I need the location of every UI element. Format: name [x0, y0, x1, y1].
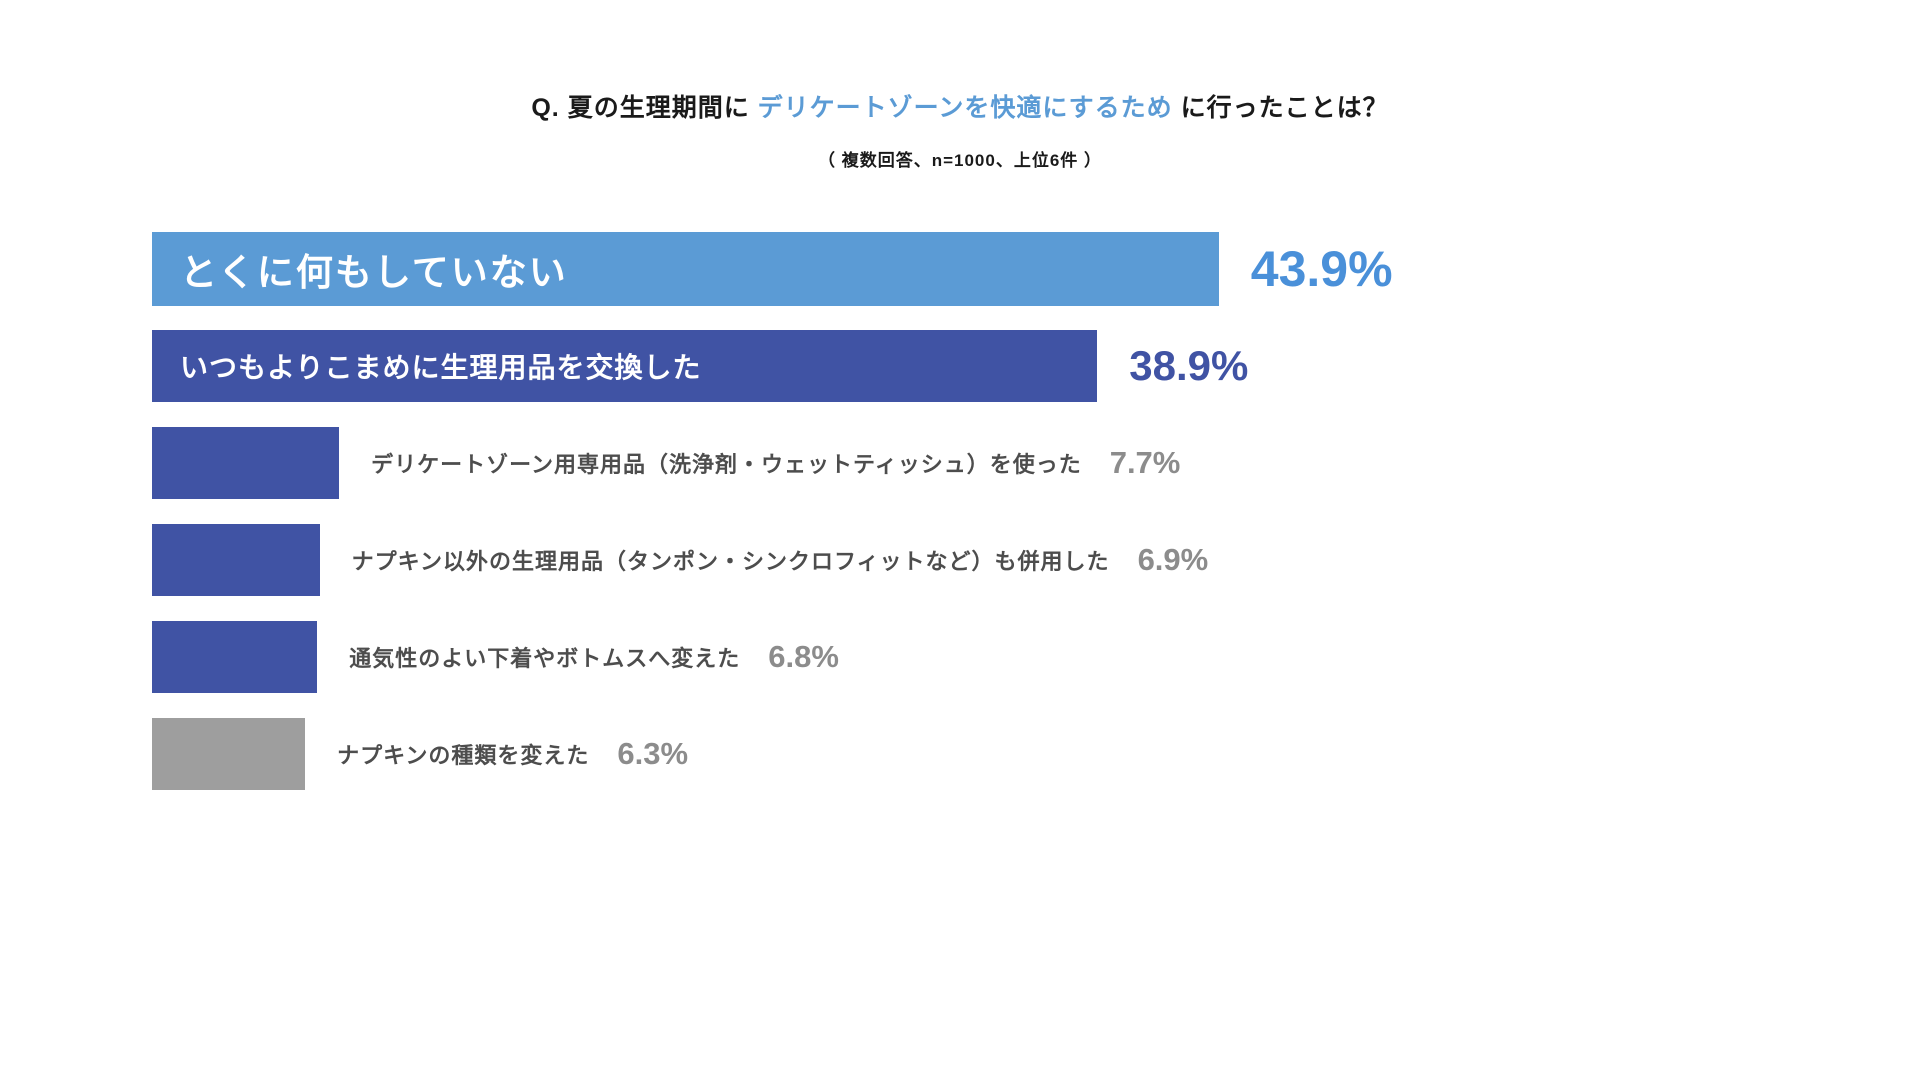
bar-label: いつもよりこまめに生理用品を交換した [180, 352, 702, 383]
bar [152, 427, 340, 499]
chart-subtitle: （ 複数回答、n=1000、上位6件 ） [817, 151, 1103, 170]
bar-row: いつもよりこまめに生理用品を交換した 38.9% [152, 330, 1920, 402]
bar-row: ナプキンの種類を変えた 6.3% [152, 718, 1920, 790]
bar-value: 6.8% [768, 639, 839, 674]
bar-row: とくに何もしていない 43.9% [152, 232, 1920, 306]
bar-row: デリケートゾーン用専用品（洗浄剤・ウェットティッシュ）を使った 7.7% [152, 427, 1920, 499]
bar [152, 718, 306, 790]
bar-row: ナプキン以外の生理用品（タンポン・シンクロフィットなど）も併用した 6.9% [152, 524, 1920, 596]
chart-header: Q. 夏の生理期間に デリケートゾーンを快適にするため に行ったことは？ （ 複… [0, 0, 1920, 171]
bar-row: 通気性のよい下着やボトムスへ変えた 6.8% [152, 621, 1920, 693]
bar-value: 7.7% [1109, 445, 1181, 480]
bar-label: デリケートゾーン用専用品（洗浄剤・ウェットティッシュ）を使った [371, 452, 1082, 477]
title-suffix: に行ったことは？ [1172, 94, 1389, 122]
bar-chart: とくに何もしていない 43.9% いつもよりこまめに生理用品を交換した 38.9… [152, 232, 1920, 790]
bar-value: 6.9% [1137, 542, 1209, 577]
title-highlight: デリケートゾーンを快適にするため [757, 94, 1173, 122]
bar: とくに何もしていない [152, 232, 1219, 306]
chart-title: Q. 夏の生理期間に デリケートゾーンを快適にするため に行ったことは？ [0, 88, 1920, 124]
bar-label: 通気性のよい下着やボトムスへ変えた [349, 646, 741, 671]
title-prefix: Q. 夏の生理期間に [531, 94, 758, 122]
bar-label: とくに何もしていない [180, 252, 568, 293]
bar-label: ナプキンの種類を変えた [337, 743, 590, 768]
bar-value: 43.9% [1250, 241, 1393, 297]
bar-value: 6.3% [617, 736, 689, 771]
bar: いつもよりこまめに生理用品を交換した [152, 330, 1098, 402]
bar-label: ナプキン以外の生理用品（タンポン・シンクロフィットなど）も併用した [351, 549, 1110, 574]
bar [152, 524, 320, 596]
bar [152, 621, 318, 693]
bar-value: 38.9% [1129, 342, 1249, 389]
